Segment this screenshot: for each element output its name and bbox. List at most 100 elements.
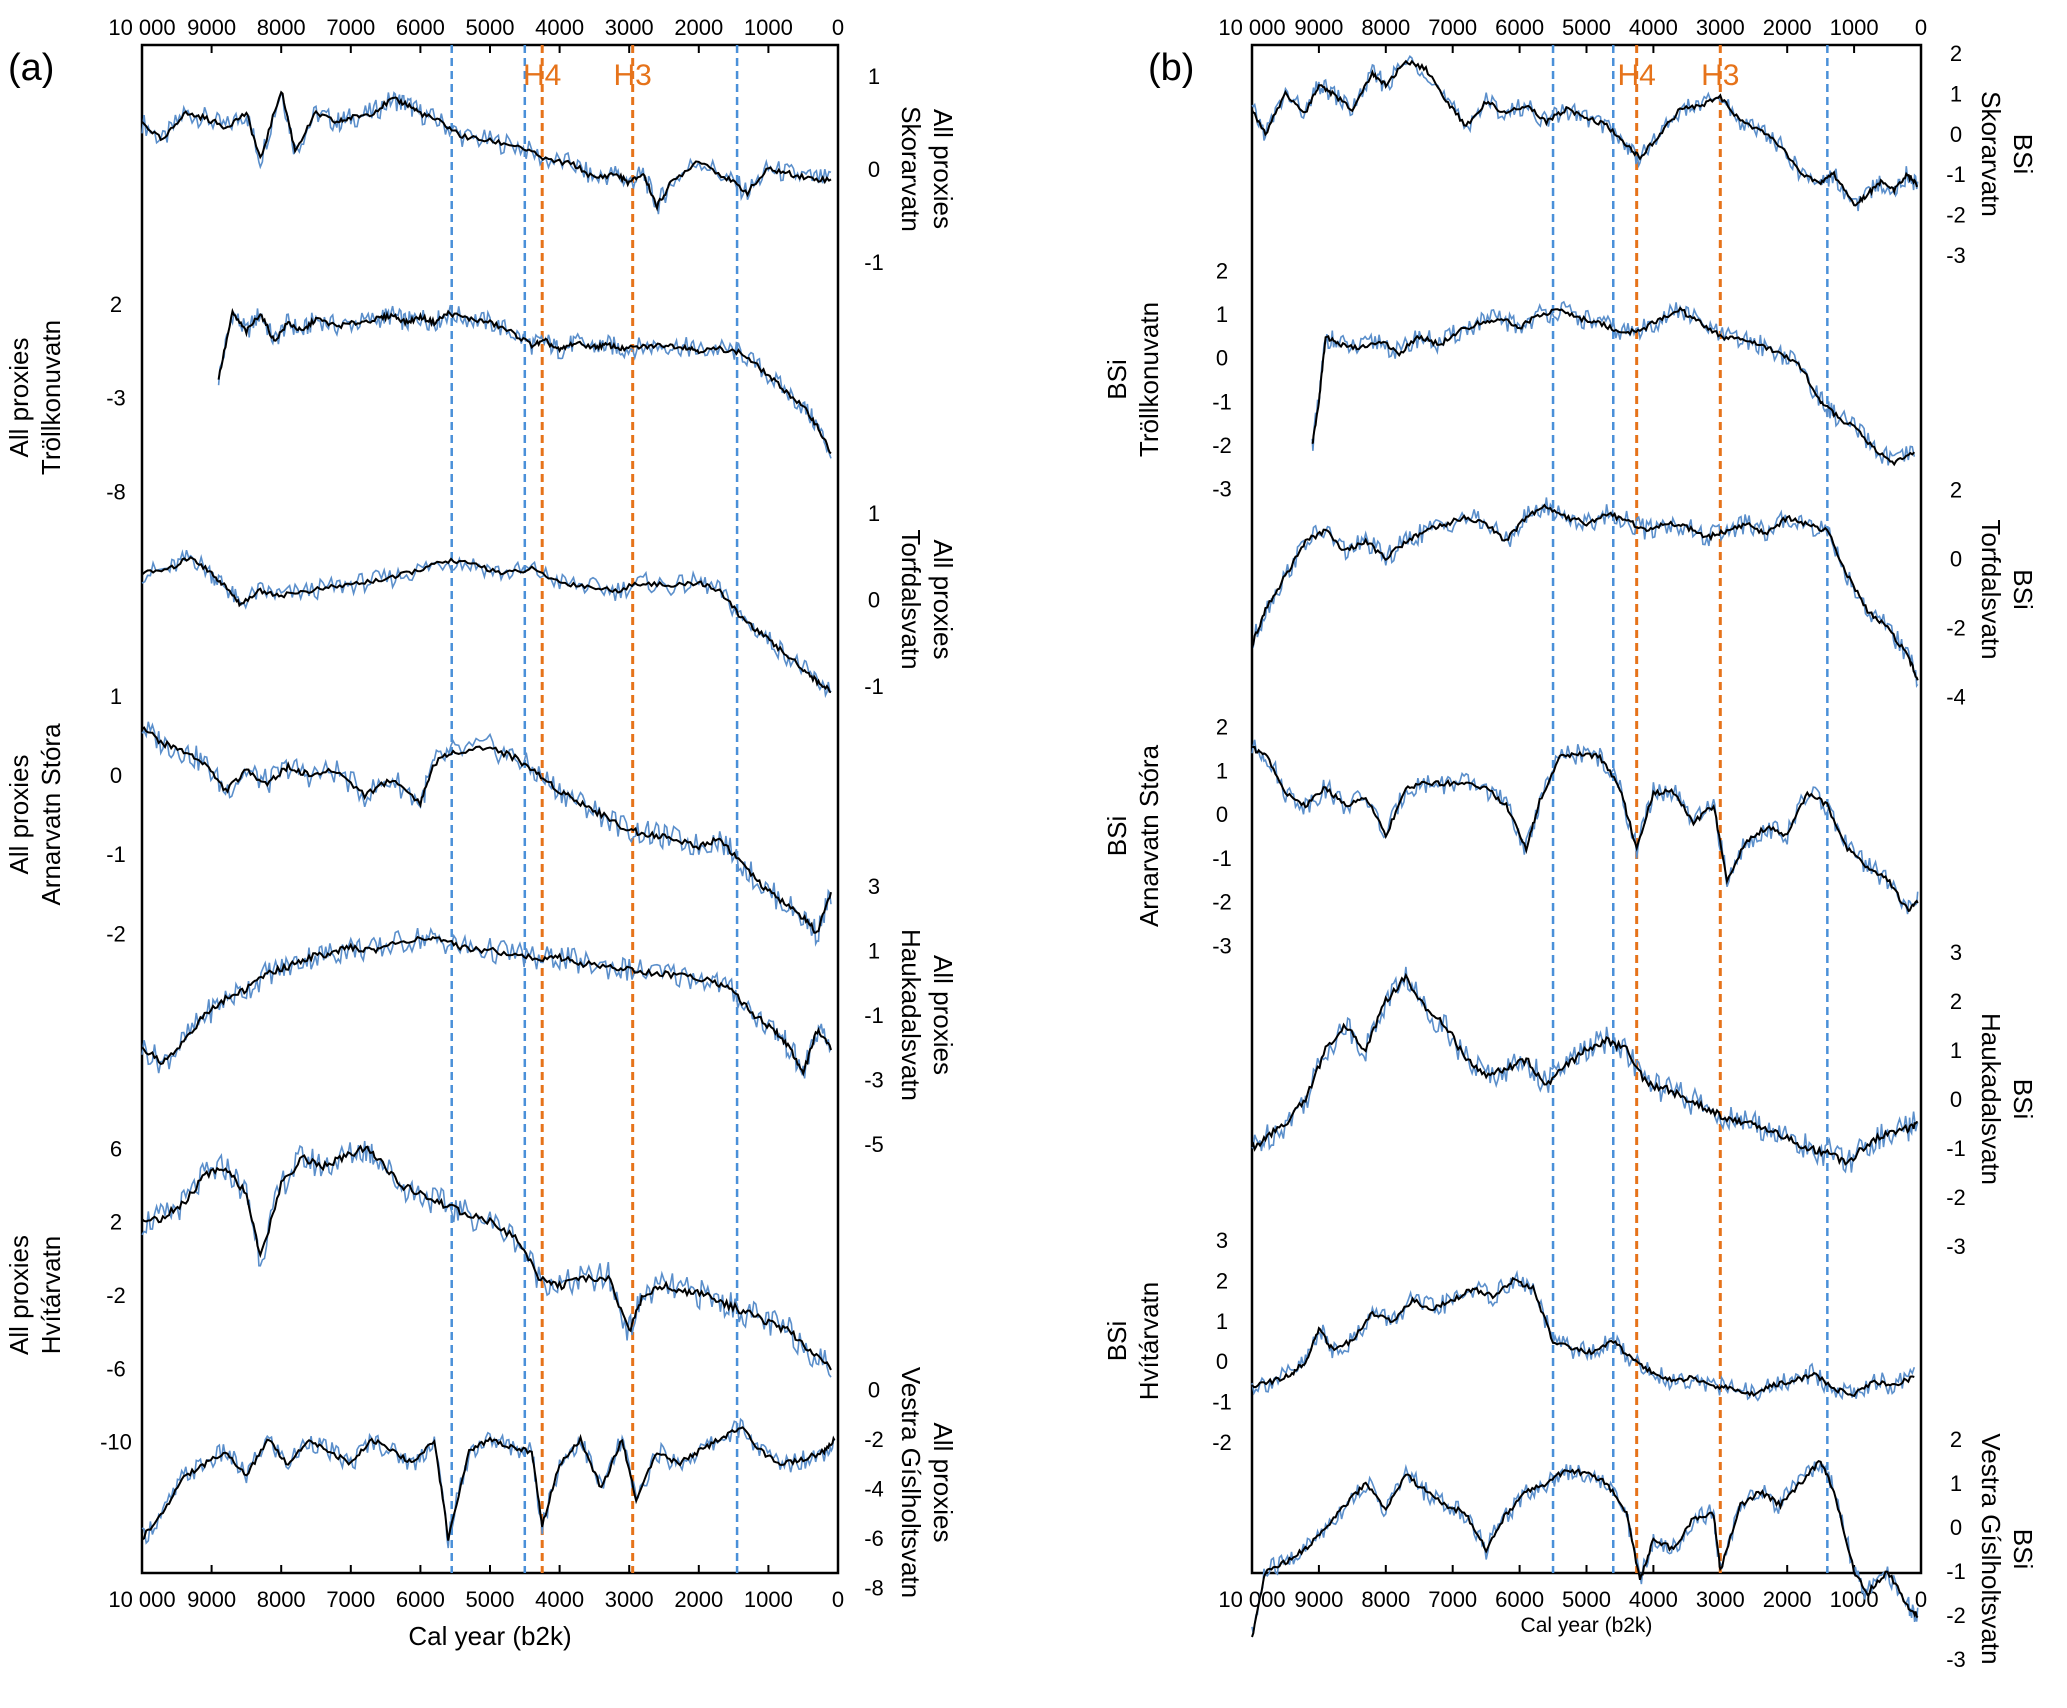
- y-tick-label: 0: [1216, 802, 1228, 827]
- y-tick-label: 3: [868, 874, 880, 899]
- y-tick-label: 0: [1216, 346, 1228, 371]
- x-tick-label-top: 2000: [1763, 15, 1812, 40]
- x-tick-label-top: 4000: [535, 15, 584, 40]
- y-axis-label-arnarvatn-stora: All proxiesArnarvatn Stóra: [4, 723, 66, 906]
- series-smoothed-line: [1251, 1276, 1915, 1398]
- series-raw-line: [1251, 55, 1919, 212]
- series-haukadalsvatn: 3 1 -1 -3 -5 All proxiesHaukadalsvatn: [141, 874, 958, 1157]
- series-torfdalsvatn: 2 0 -2 -4 BSiTorfdalsvatn: [1251, 477, 2038, 710]
- x-tick-label-top: 8000: [1361, 15, 1410, 40]
- series-smoothed-line: [141, 726, 832, 934]
- event-label-h3: H3: [1701, 59, 1739, 92]
- series-vestra-gislholtsvatn: 0 -2 -4 -6 -8 All proxiesVestra Gíslholtsvatn: [141, 1367, 958, 1601]
- x-tick-label-top: 4000: [1629, 15, 1678, 40]
- y-tick-label: 0: [1950, 122, 1962, 147]
- y-axis-label-haukadalsvatn: All proxiesHaukadalsvatn: [896, 929, 958, 1101]
- y-tick-label: -2: [106, 1283, 126, 1308]
- x-tick-label-bottom: 9000: [187, 1587, 236, 1612]
- x-tick-label-top: 6000: [396, 15, 445, 40]
- x-tick-label-bottom: 8000: [1361, 1587, 1410, 1612]
- x-tick-label-top: 6000: [1495, 15, 1544, 40]
- x-tick-label-top: 3000: [605, 15, 654, 40]
- y-axis-label-line: All proxies: [928, 1423, 958, 1543]
- y-tick-label: -5: [864, 1132, 884, 1157]
- plot-frame: [140, 43, 840, 1575]
- series-smoothed-line: [141, 935, 832, 1077]
- y-tick-label: 2: [1950, 41, 1962, 66]
- y-tick-label: -10: [100, 1430, 132, 1455]
- y-axis-label-skorarvatn: BSiSkorarvatn: [1976, 91, 2038, 217]
- x-tick-label-top: 5000: [1562, 15, 1611, 40]
- series-smoothed-line: [1251, 972, 1918, 1166]
- y-axis-label-line: BSi: [1102, 359, 1132, 399]
- y-axis-label-vestra-gislholtsvatn: BSiVestra Gíslholtsvatn: [1976, 1433, 2038, 1664]
- y-tick-label: 0: [1216, 1349, 1228, 1374]
- x-tick-label-bottom: 7000: [1428, 1587, 1477, 1612]
- series-raw-line: [1251, 497, 1919, 688]
- x-tick-label-bottom: 6000: [1495, 1587, 1544, 1612]
- y-tick-label: 2: [1216, 715, 1228, 740]
- series-raw-line: [141, 549, 832, 699]
- series-hvitarvatn: 6 2 -2 -6 -10 All proxiesHvítárvatn: [4, 1136, 832, 1455]
- y-tick-label: -3: [1212, 476, 1232, 501]
- x-tick-label-bottom: 10 000: [1218, 1587, 1285, 1612]
- y-axis-label-vestra-gislholtsvatn: All proxiesVestra Gíslholtsvatn: [896, 1367, 958, 1598]
- y-axis-label-line: Vestra Gíslholtsvatn: [896, 1367, 926, 1598]
- y-tick-label: -2: [864, 1427, 884, 1452]
- series-hvitarvatn: 3 2 1 0 -1 -2 BSiHvítárvatn: [1102, 1228, 1916, 1455]
- x-tick-label-top: 3000: [1696, 15, 1745, 40]
- y-tick-label: -8: [864, 1576, 884, 1601]
- series-smoothed-line: [1251, 745, 1919, 913]
- y-tick-label: 1: [868, 501, 880, 526]
- y-tick-label: 2: [1950, 477, 1962, 502]
- y-tick-label: -2: [1212, 433, 1232, 458]
- x-tick-label-top: 0: [1915, 15, 1927, 40]
- series-smoothed-line: [1251, 503, 1919, 681]
- y-axis-label-line: Arnarvatn Stóra: [36, 723, 66, 906]
- x-tick-label-bottom: 9000: [1294, 1587, 1343, 1612]
- series-smoothed-line: [1251, 59, 1918, 207]
- event-label-h4: H4: [523, 59, 561, 92]
- y-tick-label: 3: [1950, 940, 1962, 965]
- y-tick-label: -2: [1212, 890, 1232, 915]
- y-axis-label-hvitarvatn: All proxiesHvítárvatn: [4, 1235, 66, 1355]
- y-tick-label: -1: [106, 842, 126, 867]
- x-tick-label-bottom: 2000: [1763, 1587, 1812, 1612]
- y-tick-label: 1: [1950, 1038, 1962, 1063]
- y-axis-label-skorarvatn: All proxiesSkorarvatn: [896, 106, 958, 232]
- panel-label: (b): [1148, 47, 1194, 89]
- x-tick-label-top: 1000: [1830, 15, 1879, 40]
- y-tick-label: 6: [110, 1136, 122, 1161]
- y-tick-label: 0: [868, 588, 880, 613]
- series-smoothed-line: [141, 1144, 832, 1371]
- series-smoothed-line: [1251, 1459, 1919, 1638]
- y-axis-label-line: All proxies: [928, 955, 958, 1075]
- y-tick-label: 2: [1216, 259, 1228, 284]
- y-tick-label: -2: [1946, 1603, 1966, 1628]
- y-axis-label-line: Haukadalsvatn: [1976, 1013, 2006, 1185]
- y-axis-label-line: BSi: [2008, 134, 2038, 174]
- series-skorarvatn: 1 0 -1 All proxiesSkorarvatn: [141, 64, 958, 275]
- y-axis-label-line: All proxies: [4, 755, 34, 875]
- x-tick-label-bottom: 8000: [257, 1587, 306, 1612]
- y-tick-label: -1: [1212, 389, 1232, 414]
- y-tick-label: 1: [1216, 1309, 1228, 1334]
- y-tick-label: -3: [1946, 1647, 1966, 1672]
- x-tick-label-bottom: 0: [832, 1587, 844, 1612]
- y-axis-label-line: All proxies: [928, 109, 958, 229]
- y-tick-label: -2: [106, 921, 126, 946]
- y-tick-label: 2: [1950, 989, 1962, 1014]
- y-tick-label: 1: [1950, 81, 1962, 106]
- x-tick-label-bottom: 5000: [466, 1587, 515, 1612]
- y-axis-label-line: BSi: [1102, 1321, 1132, 1361]
- y-axis-label-line: Tröllkonuvatn: [1134, 302, 1164, 457]
- y-axis-label-line: All proxies: [928, 540, 958, 660]
- y-axis-label-haukadalsvatn: BSiHaukadalsvatn: [1976, 1013, 2038, 1185]
- y-axis-label-torfdalsvatn: All proxiesTorfdalsvatn: [896, 529, 958, 669]
- y-axis-label-line: Hvítárvatn: [36, 1236, 66, 1355]
- series-raw-line: [1251, 739, 1919, 915]
- y-tick-label: -1: [1212, 1390, 1232, 1415]
- x-tick-label-bottom: 6000: [396, 1587, 445, 1612]
- x-tick-label-bottom: 2000: [674, 1587, 723, 1612]
- y-axis-label-line: Torfdalsvatn: [896, 529, 926, 669]
